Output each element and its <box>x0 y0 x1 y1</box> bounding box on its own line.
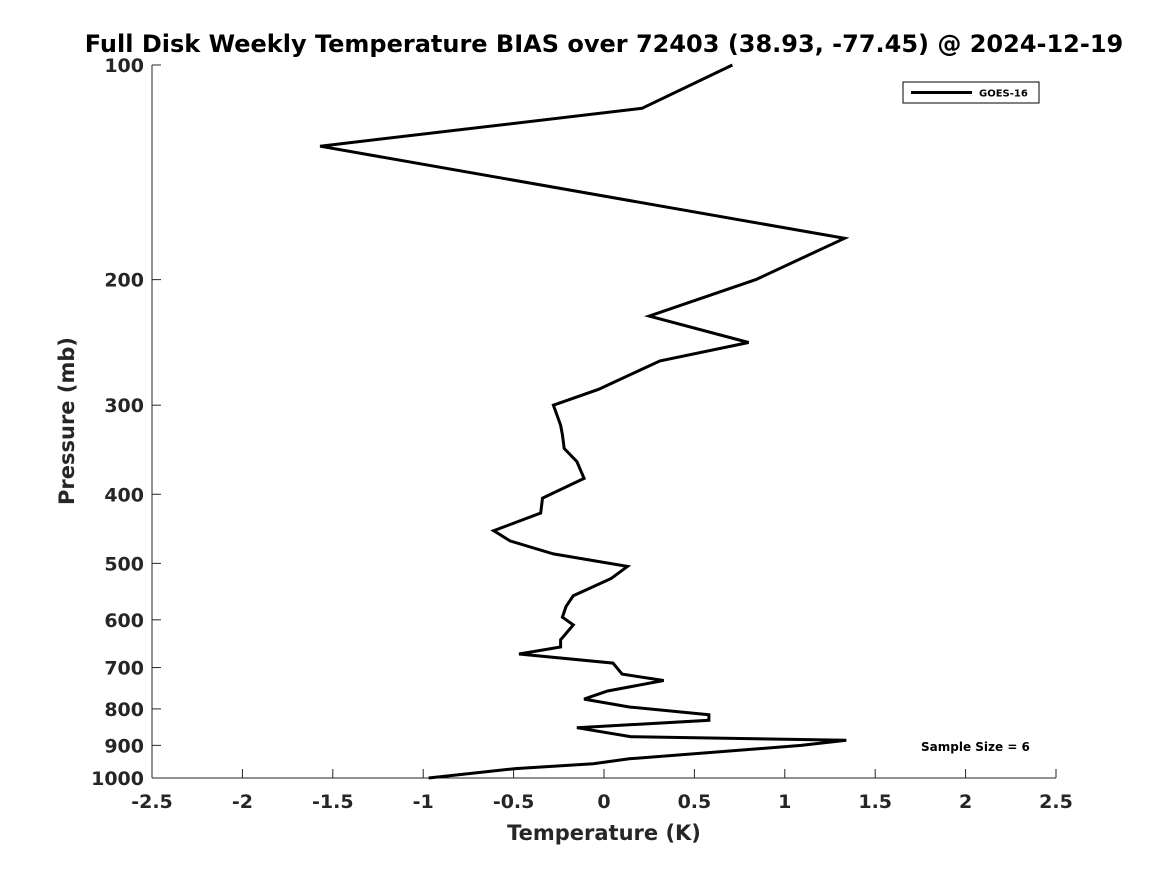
x-tick-label: -0.5 <box>493 791 535 813</box>
x-tick-label: 0.5 <box>678 791 712 813</box>
y-axis-label: Pressure (mb) <box>55 337 79 505</box>
y-tick-label: 800 <box>104 699 144 721</box>
axes <box>151 65 1056 779</box>
x-tick-label: -1 <box>413 791 434 813</box>
series-line-goes16 <box>319 63 850 780</box>
ticks: -2.5 -2 -1.5 -1 -0.5 0 0.5 1 1.5 2 2.5 100 200 300 400… <box>91 55 1073 813</box>
x-tick-label: 1 <box>778 791 791 813</box>
x-tick-label: -1.5 <box>312 791 354 813</box>
y-tick-label: 400 <box>104 484 144 506</box>
x-tick-label: 1.5 <box>858 791 892 813</box>
chart-title: Full Disk Weekly Temperature BIAS over 7… <box>85 30 1124 58</box>
y-tick-label: 500 <box>104 553 144 575</box>
x-tick-label: -2 <box>232 791 253 813</box>
x-axis-label: Temperature (K) <box>507 821 701 845</box>
y-tick-label: 200 <box>104 270 144 292</box>
x-tick-label: 2.5 <box>1039 791 1073 813</box>
x-tick-label: 2 <box>959 791 972 813</box>
y-tick-label: 700 <box>104 658 144 680</box>
legend-label-goes16: GOES-16 <box>979 89 1028 100</box>
y-tick-label: 300 <box>104 395 144 417</box>
legend: GOES-16 <box>902 81 1040 104</box>
sample-size-annotation: Sample Size = 6 <box>921 740 1030 754</box>
y-tick-label: 900 <box>104 735 144 757</box>
y-tick-label: 1000 <box>91 768 144 790</box>
y-tick-label: 100 <box>104 55 144 77</box>
y-tick-label: 600 <box>104 610 144 632</box>
x-tick-label: -2.5 <box>131 791 173 813</box>
x-tick-label: 0 <box>597 791 610 813</box>
series-layer <box>319 63 850 780</box>
